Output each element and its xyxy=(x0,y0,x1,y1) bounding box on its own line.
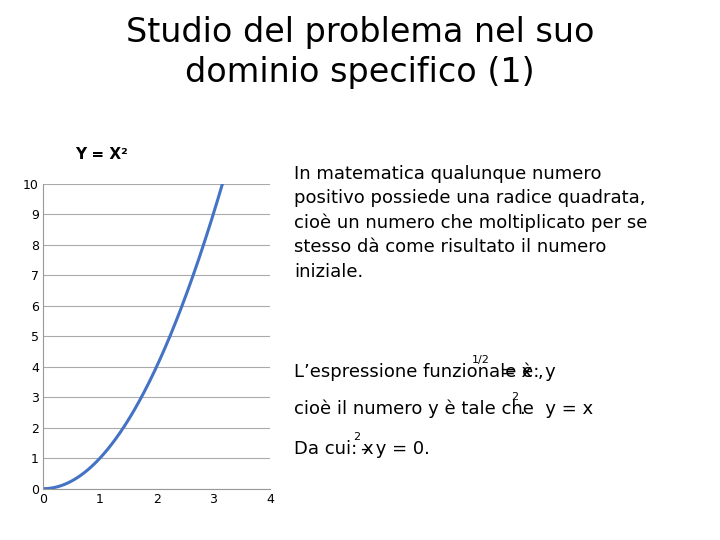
Text: 2: 2 xyxy=(511,392,518,402)
Text: Da cui: x: Da cui: x xyxy=(294,440,374,458)
Text: L’espressione funzionale è: y: L’espressione funzionale è: y xyxy=(294,363,556,381)
Text: Studio del problema nel suo
dominio specifico (1): Studio del problema nel suo dominio spec… xyxy=(126,16,594,89)
Text: 2: 2 xyxy=(353,432,360,442)
Text: In matematica qualunque numero
positivo possiede una radice quadrata,
cioè un nu: In matematica qualunque numero positivo … xyxy=(294,165,647,281)
Text: = x ,: = x , xyxy=(495,363,544,381)
Text: 1/2: 1/2 xyxy=(472,355,490,365)
Text: – y = 0.: – y = 0. xyxy=(361,440,430,458)
Text: cioè il numero y è tale che  y = x: cioè il numero y è tale che y = x xyxy=(294,400,593,418)
Text: Y = X²: Y = X² xyxy=(76,147,128,163)
Text: .: . xyxy=(519,400,525,417)
